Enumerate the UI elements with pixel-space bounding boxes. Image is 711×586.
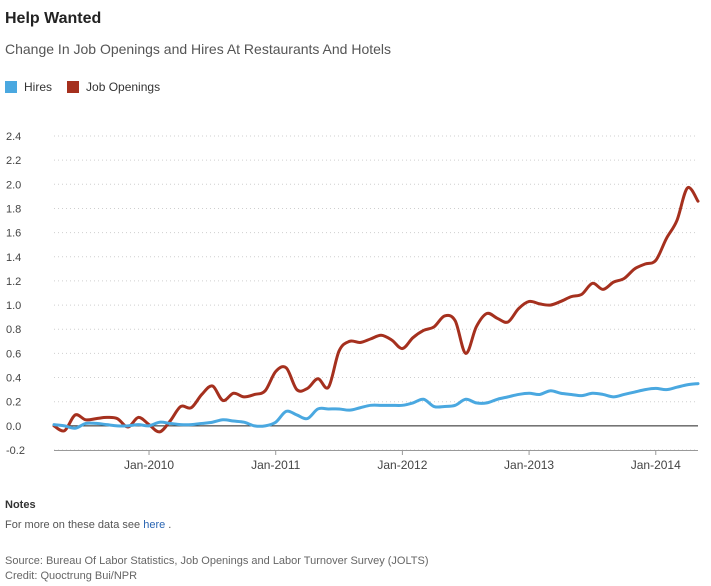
x-tick-label: Jan-2012 bbox=[377, 458, 427, 470]
chart-title: Help Wanted bbox=[5, 10, 102, 27]
y-tick-label: 1.4 bbox=[6, 252, 21, 264]
notes-text: For more on these data see here . bbox=[5, 519, 171, 531]
y-tick-label: 1.0 bbox=[6, 300, 21, 312]
y-tick-label: 0.0 bbox=[6, 421, 21, 433]
line-chart: -0.2 0.0 0.2 0.4 0.6 0.8 1.0 1.2 1.4 1.6 1.8 2.0 2.2… bbox=[6, 131, 700, 470]
series-line-job-openings bbox=[52, 185, 700, 434]
y-tick-label: 2.4 bbox=[6, 131, 21, 143]
y-tick-label: 1.2 bbox=[6, 276, 21, 288]
legend-item-job-openings: Job Openings bbox=[67, 80, 160, 94]
y-tick-label: 2.0 bbox=[6, 179, 21, 191]
notes-link[interactable]: here bbox=[143, 519, 166, 531]
series-line-hires bbox=[52, 382, 700, 430]
y-tick-label: 1.8 bbox=[6, 203, 21, 215]
axes: -0.2 0.0 0.2 0.4 0.6 0.8 1.0 1.2 1.4 1.6 1.8 2.0 2.2… bbox=[6, 131, 698, 470]
chart-subtitle: Change In Job Openings and Hires At Rest… bbox=[5, 41, 392, 57]
x-tick-label: Jan-2010 bbox=[124, 458, 174, 470]
y-tick-label: 0.4 bbox=[6, 373, 21, 385]
chart-legend: Hires Job Openings bbox=[5, 80, 175, 94]
notes-prefix: For more on these data see bbox=[5, 519, 141, 531]
legend-label-hires: Hires bbox=[24, 80, 53, 94]
series-lines bbox=[52, 185, 700, 434]
notes-suffix: . bbox=[168, 519, 172, 531]
x-tick-label: Jan-2011 bbox=[251, 458, 300, 470]
gridlines bbox=[54, 135, 698, 451]
x-tick-label: Jan-2014 bbox=[631, 458, 681, 470]
legend-label-job-openings: Job Openings bbox=[86, 80, 161, 94]
legend-item-hires: Hires bbox=[5, 80, 52, 94]
credit-line: Credit: Quoctrung Bui/NPR bbox=[5, 570, 138, 582]
source-line: Source: Bureau Of Labor Statistics, Job … bbox=[5, 555, 429, 567]
legend-swatch-job-openings bbox=[67, 81, 80, 93]
notes-heading: Notes bbox=[5, 499, 36, 511]
y-tick-label: -0.2 bbox=[6, 445, 25, 457]
y-tick-label: 0.2 bbox=[6, 397, 21, 409]
legend-swatch-hires bbox=[5, 81, 17, 93]
y-tick-label: 0.8 bbox=[6, 324, 21, 336]
y-tick-label: 2.2 bbox=[6, 155, 21, 167]
x-tick-label: Jan-2013 bbox=[504, 458, 554, 470]
y-tick-label: 0.6 bbox=[6, 348, 21, 360]
y-tick-label: 1.6 bbox=[6, 228, 21, 240]
